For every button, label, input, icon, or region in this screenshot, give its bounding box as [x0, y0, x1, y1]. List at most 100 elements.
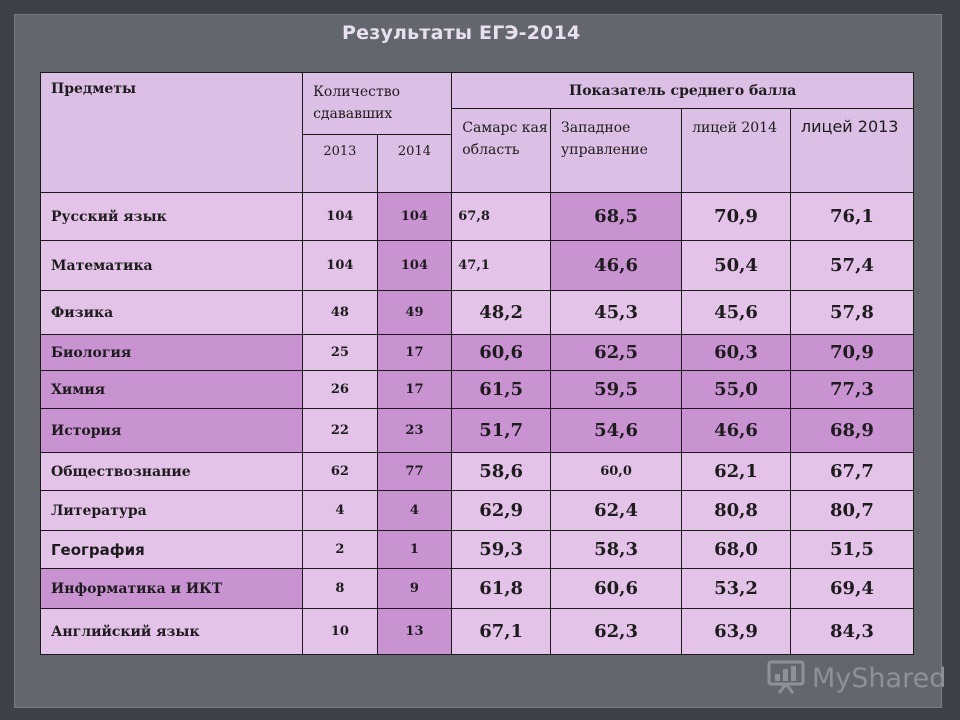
count-2014-cell: 4 — [376, 490, 453, 531]
lyc2014-cell: 46,6 — [681, 408, 791, 453]
lyc2013-cell: 51,5 — [789, 530, 915, 569]
header-avg: Показатель среднего балла — [451, 72, 914, 109]
results-table: Предметы Количество сдававших Показатель… — [39, 72, 915, 655]
samara-cell: 67,8 — [451, 192, 552, 241]
presentation-icon — [766, 656, 806, 700]
table-row: Русский язык 104 104 67,8 68,5 70,9 76,1 — [39, 192, 915, 241]
subject-cell: Литература — [39, 490, 304, 531]
count-2013-cell: 104 — [302, 192, 378, 241]
lyc2014-cell: 45,6 — [681, 290, 791, 335]
subject-cell: Информатика и ИКТ — [39, 568, 304, 609]
count-2013-cell: 104 — [302, 240, 378, 291]
lyc2014-cell: 60,3 — [681, 334, 791, 371]
lyc2013-cell: 76,1 — [789, 192, 915, 241]
west-cell: 59,5 — [550, 370, 683, 409]
lyc2013-cell: 70,9 — [789, 334, 915, 371]
samara-cell: 47,1 — [451, 240, 552, 291]
subject-cell: Английский язык — [39, 608, 304, 655]
count-2013-cell: 26 — [302, 370, 378, 409]
lyc2013-cell: 57,4 — [789, 240, 915, 291]
subject-cell: Физика — [39, 290, 304, 335]
lyc2014-cell: 62,1 — [681, 452, 791, 491]
count-2013-cell: 4 — [302, 490, 378, 531]
west-cell: 60,0 — [550, 452, 683, 491]
subject-cell: Химия — [39, 370, 304, 409]
header-subjects: Предметы — [39, 72, 304, 193]
slide-title: Результаты ЕГЭ-2014 — [342, 22, 581, 44]
header-2014: 2014 — [376, 134, 453, 193]
table-row: Биология 25 17 60,6 62,5 60,3 70,9 — [39, 334, 915, 371]
lyc2014-cell: 53,2 — [681, 568, 791, 609]
lyc2014-cell: 68,0 — [681, 530, 791, 569]
samara-cell: 61,8 — [451, 568, 552, 609]
count-2014-cell: 49 — [376, 290, 453, 335]
header-samara: Самарс кая область — [451, 108, 552, 193]
header-count: Количество сдававших — [302, 72, 453, 135]
header-west: Западное управление — [550, 108, 683, 193]
west-cell: 62,3 — [550, 608, 683, 655]
west-cell: 68,5 — [550, 192, 683, 241]
subject-cell: Биология — [39, 334, 304, 371]
header-2013: 2013 — [302, 134, 378, 193]
count-2014-cell: 104 — [376, 192, 453, 241]
subject-cell: Математика — [39, 240, 304, 291]
myshared-logo: MyShared — [766, 656, 946, 700]
count-2014-cell: 17 — [376, 334, 453, 371]
count-2013-cell: 25 — [302, 334, 378, 371]
count-2014-cell: 77 — [376, 452, 453, 491]
table-row: Математика 104 104 47,1 46,6 50,4 57,4 — [39, 240, 915, 291]
lyc2013-cell: 57,8 — [789, 290, 915, 335]
lyc2014-cell: 55,0 — [681, 370, 791, 409]
count-2013-cell: 10 — [302, 608, 378, 655]
lyc2013-cell: 80,7 — [789, 490, 915, 531]
count-2014-cell: 1 — [376, 530, 453, 569]
table-row: Литература 4 4 62,9 62,4 80,8 80,7 — [39, 490, 915, 531]
west-cell: 60,6 — [550, 568, 683, 609]
lyc2013-cell: 69,4 — [789, 568, 915, 609]
count-2014-cell: 23 — [376, 408, 453, 453]
lyc2014-cell: 63,9 — [681, 608, 791, 655]
table-row: Информатика и ИКТ 8 9 61,8 60,6 53,2 69,… — [39, 568, 915, 609]
table-row: История 22 23 51,7 54,6 46,6 68,9 — [39, 408, 915, 453]
west-cell: 62,5 — [550, 334, 683, 371]
west-cell: 58,3 — [550, 530, 683, 569]
header-lyc2014: лицей 2014 — [681, 108, 791, 193]
west-cell: 46,6 — [550, 240, 683, 291]
samara-cell: 67,1 — [451, 608, 552, 655]
table-row: Физика 48 49 48,2 45,3 45,6 57,8 — [39, 290, 915, 335]
subject-cell: Русский язык — [39, 192, 304, 241]
samara-cell: 59,3 — [451, 530, 552, 569]
count-2013-cell: 62 — [302, 452, 378, 491]
table-row: Английский язык 10 13 67,1 62,3 63,9 84,… — [39, 608, 915, 655]
count-2013-cell: 48 — [302, 290, 378, 335]
lyc2014-cell: 70,9 — [681, 192, 791, 241]
samara-cell: 62,9 — [451, 490, 552, 531]
lyc2013-cell: 84,3 — [789, 608, 915, 655]
table-row: Химия 26 17 61,5 59,5 55,0 77,3 — [39, 370, 915, 409]
logo-text: MyShared — [812, 662, 947, 694]
subject-cell: История — [39, 408, 304, 453]
table-row: География 2 1 59,3 58,3 68,0 51,5 — [39, 530, 915, 569]
table-row: Обществознание 62 77 58,6 60,0 62,1 67,7 — [39, 452, 915, 491]
lyc2013-cell: 67,7 — [789, 452, 915, 491]
samara-cell: 60,6 — [451, 334, 552, 371]
lyc2013-cell: 68,9 — [789, 408, 915, 453]
samara-cell: 51,7 — [451, 408, 552, 453]
subject-cell: Обществознание — [39, 452, 304, 491]
count-2014-cell: 17 — [376, 370, 453, 409]
west-cell: 54,6 — [550, 408, 683, 453]
count-2014-cell: 104 — [376, 240, 453, 291]
west-cell: 62,4 — [550, 490, 683, 531]
west-cell: 45,3 — [550, 290, 683, 335]
lyc2014-cell: 50,4 — [681, 240, 791, 291]
count-2013-cell: 2 — [302, 530, 378, 569]
subject-cell: География — [39, 530, 304, 569]
lyc2014-cell: 80,8 — [681, 490, 791, 531]
count-2013-cell: 8 — [302, 568, 378, 609]
header-lyc2013: лицей 2013 — [789, 108, 915, 193]
count-2014-cell: 13 — [376, 608, 453, 655]
samara-cell: 61,5 — [451, 370, 552, 409]
count-2013-cell: 22 — [302, 408, 378, 453]
lyc2013-cell: 77,3 — [789, 370, 915, 409]
count-2014-cell: 9 — [376, 568, 453, 609]
